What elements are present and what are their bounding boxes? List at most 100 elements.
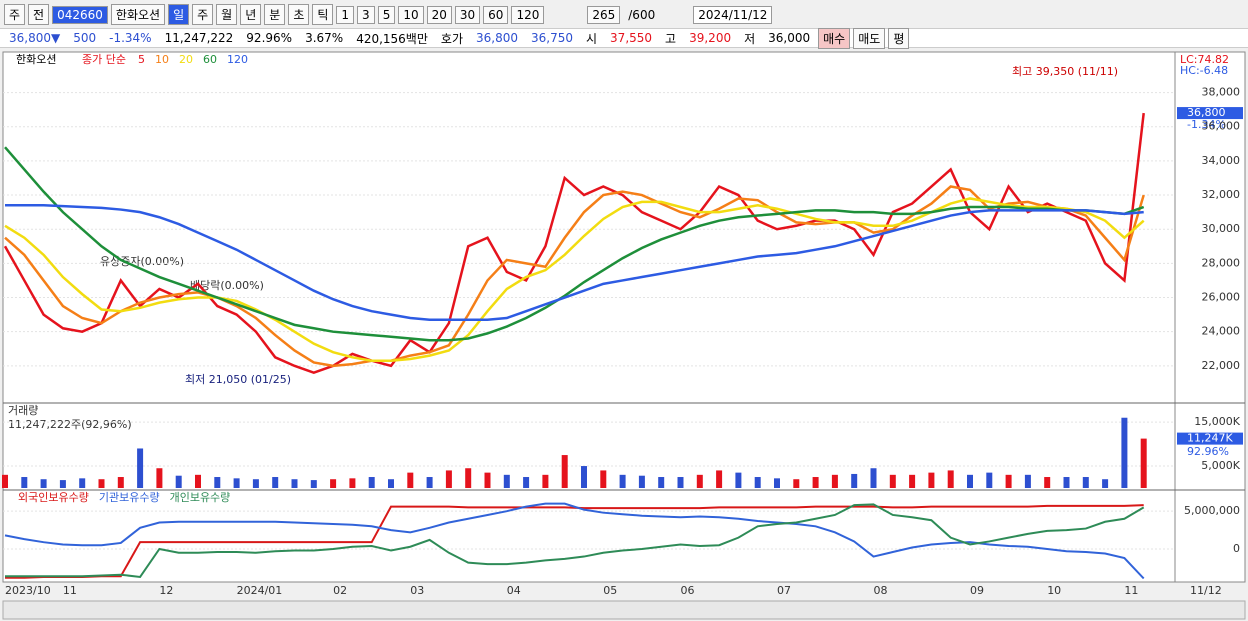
count-max: /600 [628,7,656,22]
toolbar-button[interactable]: 3 [357,5,375,24]
volume-bar [426,477,433,488]
volume-bar [735,472,742,488]
y-tick-label: 38,000 [1202,86,1241,99]
toolbar-button[interactable]: 전 [28,4,50,25]
date[interactable]: 2024/11/12 [693,5,773,24]
toolbar-button[interactable]: 월 [216,4,238,25]
y-tick-label: 24,000 [1202,325,1241,338]
toolbar-button[interactable]: 년 [240,4,262,25]
volume-bar [1121,417,1128,488]
trade-button[interactable]: 평 [888,27,910,49]
volume-bar [909,474,916,488]
toolbar-button[interactable]: 1 [336,5,355,24]
x-tick-label: 04 [507,584,521,597]
hc-label: HC:-6.48 [1180,64,1228,77]
volume-bar [542,474,549,488]
quote-field: 36,800▼ [9,31,61,45]
annotation: 유상증자(0.00%) [100,255,184,268]
volume-bar [214,477,221,488]
toolbar-button[interactable]: 042660 [52,5,108,24]
y-tick-label: 5,000,000 [1184,504,1240,517]
x-tick-label: 09 [970,584,984,597]
x-tick-label: 2024/01 [237,584,283,597]
volume-bar [986,472,993,488]
volume-bar [465,468,472,488]
volume-bar [503,474,510,488]
volume-bar [754,477,761,488]
volume-bar [79,478,86,488]
legend-entry: 외국인보유수량 [18,491,89,504]
count[interactable]: 265 [587,5,621,24]
quote-field: -1.34% [109,31,152,45]
toolbar: 주 전 042660 한화오션 일 주 월 년 분 초 틱 1 3 5 10 20 30 60 120 265/600… [0,2,1248,27]
scrollbar[interactable] [2,600,1246,620]
series-line [5,204,1144,321]
volume-bar [252,479,259,488]
toolbar-button[interactable]: 30 [454,5,481,24]
volume-bar [870,468,877,488]
volume-bar [523,477,530,488]
volume-bar [600,470,607,488]
ratio-label: 92.96% [1187,445,1229,458]
toolbar-button[interactable]: 5 [377,5,396,24]
toolbar-button[interactable]: 초 [288,4,310,25]
annotation: 최고 39,350 (11/11) [1012,65,1118,78]
x-tick-label: 08 [874,584,888,597]
lc-label: LC:74.82 [1180,53,1229,66]
x-tick-label: 02 [333,584,347,597]
toolbar-button[interactable]: 분 [264,4,286,25]
volume-bar [117,477,124,488]
x-tick-label: 03 [410,584,424,597]
toolbar-button[interactable]: 한화오션 [110,4,166,25]
toolbar-button[interactable]: 120 [511,5,545,24]
volume-bar [851,473,858,488]
toolbar-button[interactable]: 틱 [312,4,334,25]
quote-field: 92.96% [246,31,293,45]
volume-bar [831,474,838,488]
toolbar-button[interactable]: 60 [483,5,509,24]
volume-bar [1140,438,1147,488]
series-line [4,197,1145,362]
chart: LC:74.82 HC:-6.48 최고 39,350 (11/11) 최저 2… [2,51,1246,620]
legend-entry: 10 [155,53,169,66]
x-tick-label: 12 [159,584,173,597]
x-tick-label: 07 [777,584,791,597]
volume-bar [947,470,954,488]
volume-bar [619,474,626,488]
toolbar-button[interactable]: 주 [192,4,214,25]
volume-bar [368,477,375,488]
toolbar-button[interactable]: 10 [398,5,424,24]
last-volume-label: 11,247K [1187,432,1233,445]
volume-bar [291,479,298,488]
legend-prefix: 종가 단순 [82,53,126,66]
stock-name: 한화오션 [16,53,56,66]
volume-bar [59,480,66,488]
x-tick-label: 05 [603,584,617,597]
toolbar-button[interactable]: 주 [4,4,26,25]
toolbar-button[interactable]: 20 [426,5,452,24]
volume-bar [330,479,337,488]
trade-button[interactable]: 매도 [853,27,886,49]
quote-field: 호가 [440,31,463,46]
volume-bar [349,478,356,488]
x-tick-label: 06 [681,584,695,597]
quote-field: 39,200 [689,31,732,45]
legend-entry: 5 [138,53,145,66]
volume-bar [21,477,28,488]
y-tick-label: 36,000 [1202,120,1241,133]
series-line [3,112,1145,374]
quote-bar: 36,800▼ 500 -1.34% 11,247,222 92.96% 3.67% 420… [0,27,1248,49]
legend-entry: 120 [227,53,248,66]
trade-button[interactable]: 매수 [818,27,851,49]
quote-field: 36,000 [768,31,811,45]
change-label: -1.34% [1187,118,1226,131]
x-tick-label: 11 [1124,584,1138,597]
volume-bar [1063,477,1070,488]
volume-bar [310,480,317,488]
y-tick-label: 28,000 [1202,256,1241,269]
volume-bar [40,479,47,488]
y-tick-label: 0 [1233,542,1240,555]
toolbar-button[interactable]: 일 [168,4,190,25]
volume-bar [272,477,279,488]
current-price-box [1177,107,1243,120]
